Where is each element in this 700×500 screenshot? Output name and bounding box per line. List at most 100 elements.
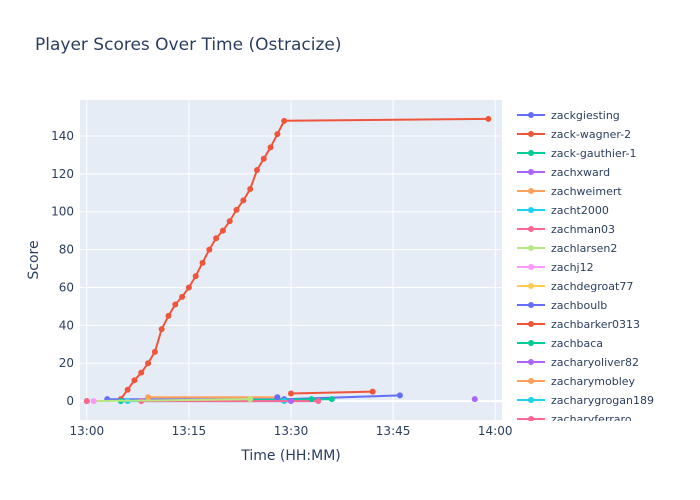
grid	[80, 100, 502, 420]
legend-swatch-marker	[528, 397, 534, 403]
legend-label: zack-wagner-2	[551, 128, 631, 141]
legend-item[interactable]: zachdegroat77	[517, 280, 633, 293]
legend-swatch-marker	[528, 226, 534, 232]
legend-swatch-marker	[528, 150, 534, 156]
y-tick-label: 80	[59, 243, 74, 257]
legend-item[interactable]: zachxward	[517, 166, 610, 179]
data-point	[185, 284, 192, 291]
legend-label: zachweimert	[551, 185, 622, 198]
legend-item[interactable]: zachweimert	[517, 185, 622, 198]
data-point	[288, 390, 294, 397]
data-point	[179, 293, 186, 300]
data-point	[281, 117, 288, 124]
y-tick-label: 20	[59, 356, 74, 370]
legend-item[interactable]: zack-gauthier-1	[517, 147, 637, 160]
legend-label: zachxward	[551, 166, 610, 179]
legend-swatch-marker	[528, 416, 534, 421]
data-point	[247, 396, 254, 403]
y-tick-label: 60	[59, 280, 74, 294]
legend-item[interactable]: zachman03	[517, 223, 615, 236]
legend-item[interactable]: zachbarker0313	[517, 318, 640, 331]
legend-item[interactable]: zack-wagner-2	[517, 128, 631, 141]
data-point	[151, 348, 158, 355]
legend-label: zachdegroat77	[551, 280, 633, 293]
legend-label: zachbarker0313	[551, 318, 640, 331]
legend[interactable]: zackgiesting zack-wagner-2 zack-gauthier-1…	[517, 109, 654, 426]
legend-item[interactable]: zachboulb	[517, 299, 607, 312]
data-point	[315, 398, 322, 405]
data-point	[274, 394, 281, 401]
data-point	[138, 369, 145, 376]
legend-label: zachboulb	[551, 299, 607, 312]
data-point	[328, 396, 335, 403]
series-zacharyferraro	[83, 398, 90, 405]
y-tick-label: 120	[51, 167, 74, 181]
legend-swatch-marker	[528, 302, 534, 308]
tick-labels: 0 20 40 60 80 100 120 140 13:00 13:15 13:30 13:45 14…	[51, 129, 512, 438]
data-point	[199, 259, 206, 266]
data-point	[124, 386, 131, 393]
data-point	[369, 388, 376, 395]
x-tick-label: 13:45	[376, 424, 411, 438]
x-tick-label: 13:30	[274, 424, 309, 438]
legend-label: zacharyferraro	[551, 413, 632, 426]
y-axis-title: Score	[26, 240, 42, 279]
data-point	[206, 246, 213, 253]
data-point	[165, 312, 172, 319]
data-point	[471, 396, 478, 403]
data-point	[253, 167, 260, 174]
series-zachbaca	[308, 396, 315, 403]
legend-item[interactable]: zachlarsen2	[517, 242, 617, 255]
legend-item[interactable]: zackgiesting	[517, 109, 620, 122]
legend-swatch-marker	[528, 131, 534, 137]
legend-label: zackgiesting	[551, 109, 620, 122]
x-tick-label: 13:00	[70, 424, 105, 438]
y-tick-label: 40	[59, 318, 74, 332]
chart-title: Player Scores Over Time (Ostracize)	[35, 35, 342, 55]
legend-label: zacharygrogan189	[551, 394, 654, 407]
legend-label: zacharymobley	[551, 375, 636, 388]
series-zachbarker0313	[288, 388, 376, 397]
x-axis-title: Time (HH:MM)	[240, 448, 341, 464]
data-point	[240, 197, 247, 204]
data-point	[308, 396, 315, 403]
legend-item[interactable]: zacharygrogan189	[517, 394, 654, 407]
data-point	[145, 360, 152, 367]
data-point	[247, 185, 254, 192]
legend-item[interactable]: zacht2000	[517, 204, 609, 217]
data-point	[260, 155, 267, 162]
y-tick-label: 0	[66, 394, 74, 408]
data-point	[145, 394, 152, 401]
legend-swatch-marker	[528, 264, 534, 270]
legend-swatch-marker	[528, 169, 534, 175]
legend-swatch-marker	[528, 340, 534, 346]
legend-swatch-marker	[528, 188, 534, 194]
legend-swatch-marker	[528, 207, 534, 213]
data-point	[219, 227, 226, 234]
legend-swatch-marker	[528, 378, 534, 384]
data-point	[131, 377, 138, 384]
legend-label: zack-gauthier-1	[551, 147, 637, 160]
legend-swatch-marker	[528, 245, 534, 251]
series-line	[290, 390, 373, 395]
legend-swatch-marker	[528, 359, 534, 365]
data-point	[83, 398, 90, 405]
legend-label: zacharyoliver82	[551, 356, 639, 369]
data-point	[485, 115, 492, 122]
legend-item[interactable]: zachbaca	[517, 337, 603, 350]
legend-item[interactable]: zacharyoliver82	[517, 356, 639, 369]
legend-item[interactable]: zacharymobley	[517, 375, 636, 388]
data-point	[288, 398, 294, 405]
data-point	[90, 398, 97, 405]
data-point	[172, 301, 179, 308]
legend-item[interactable]: zacharyferraro	[517, 413, 632, 426]
series-zachboulb	[274, 394, 281, 401]
legend-item[interactable]: zachj12	[517, 261, 594, 274]
y-tick-label: 100	[51, 205, 74, 219]
legend-swatch-marker	[528, 321, 534, 327]
legend-swatch-marker	[528, 112, 534, 118]
data-point	[192, 273, 199, 280]
series-layer	[83, 115, 492, 405]
data-point	[274, 131, 281, 138]
